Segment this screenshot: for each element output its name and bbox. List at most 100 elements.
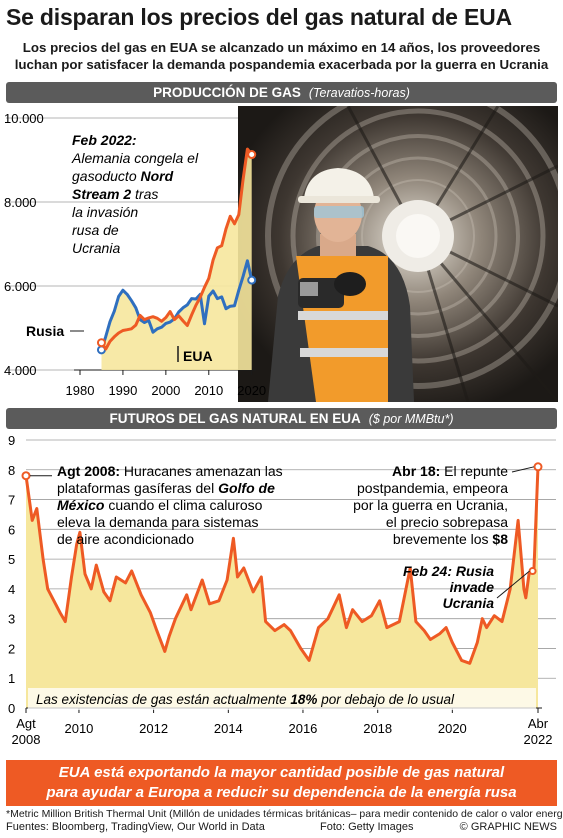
hurricane-line3-rest: cuando el clima caluroso [104, 497, 262, 513]
production-point-usa [237, 213, 241, 216]
production-point-russia [108, 320, 112, 323]
storage-banner-post: por debajo de lo usual [317, 692, 455, 707]
production-point-usa [113, 335, 116, 339]
futures-y-tick-label: 3 [8, 612, 15, 627]
hurricane-line1-rest: Huracanes amenazan las [120, 463, 283, 479]
futures-x-tick-label: 2018 [363, 721, 392, 736]
production-point-russia [247, 275, 257, 285]
worker-with-pipe-photo [238, 106, 558, 402]
subtitle-line-1: Los precios del gas en EUA se alcanzado … [22, 40, 541, 55]
production-x-tick-label: 2000 [151, 383, 180, 398]
production-x-tick-label: 1990 [108, 383, 137, 398]
production-point-usa [121, 329, 125, 332]
repunte-line5-plain: brevemente los [393, 531, 493, 547]
production-point-usa [108, 340, 112, 343]
nord-stream-annotation-head: Feb 2022: [72, 132, 137, 148]
production-point-russia [194, 297, 198, 301]
production-x-tick-label: 2020 [237, 383, 266, 398]
production-point-russia [117, 295, 120, 298]
production-point-usa [164, 316, 168, 319]
production-point-russia [241, 275, 245, 278]
production-point-usa [247, 150, 257, 160]
nord-stream-line2-bold: Nord [141, 168, 174, 184]
production-point-usa [168, 310, 172, 313]
production-y-tick-label: 10.000 [4, 111, 44, 126]
hurricane-line3-bold: México [57, 497, 105, 513]
production-point-usa [181, 319, 185, 323]
unit-footnote: *Metric Million British Thermal Unit (Mi… [6, 808, 562, 820]
production-point-usa [186, 324, 189, 327]
futures-end-point [533, 462, 543, 472]
production-point-russia [211, 289, 215, 293]
production-chart-title: PRODUCCIÓN DE GAS [153, 85, 301, 100]
repunte-annotation-line4: el precio sobrepasa [386, 514, 508, 530]
production-point-usa [229, 215, 232, 218]
futures-y-tick-label: 7 [8, 493, 15, 508]
futures-x-tick-label: 2016 [288, 721, 317, 736]
production-point-usa [96, 338, 106, 348]
sources: Fuentes: Bloomberg, TradingView, Our Wor… [6, 821, 265, 833]
repunte-leader [511, 466, 535, 473]
production-y-tick-label: 8.000 [4, 195, 37, 210]
futures-price-line [24, 466, 540, 665]
production-point-russia [207, 294, 210, 298]
nord-stream-line3-bold: Stream 2 [72, 186, 131, 202]
production-point-russia [143, 321, 146, 324]
production-point-usa [177, 314, 180, 318]
futures-x-tick-label: 2012 [139, 721, 168, 736]
futures-x-label-end-month: Abr [528, 716, 549, 731]
production-point-russia [224, 307, 228, 310]
page-title: Se disparan los precios del gas natural … [6, 4, 512, 30]
futures-y-tick-label: 0 [8, 701, 15, 716]
brand-credit: © GRAPHIC NEWS [459, 821, 557, 833]
production-point-usa [224, 227, 228, 231]
futures-y-tick-label: 8 [8, 463, 15, 478]
hurricane-annotation-line2: plataformas gasíferas del Golfo de [57, 480, 275, 496]
nord-stream-annotation-line1: Alemania congela el [71, 150, 199, 166]
production-point-usa [203, 286, 206, 289]
subtitle: Los precios del gas en EUA se alcanzado … [0, 39, 563, 73]
production-point-usa [173, 318, 176, 321]
futures-y-tick-label: 6 [8, 522, 15, 537]
production-point-russia [113, 310, 116, 313]
production-point-russia [156, 327, 159, 331]
production-point-russia [181, 306, 185, 310]
production-point-usa [220, 244, 223, 247]
production-lines [96, 147, 257, 370]
repunte-annotation-line3: por la guerra en Ucrania, [353, 497, 508, 513]
production-point-russia [233, 304, 236, 307]
production-point-russia [237, 289, 241, 292]
production-x-tick-label: 1980 [66, 383, 95, 398]
futures-chart-unit: ($ por MMBtu*) [368, 412, 454, 426]
nord-stream-annotation-line6: Ucrania [72, 240, 120, 256]
futures-section-bar: FUTUROS DEL GAS NATURAL EN EUA ($ por MMB… [6, 408, 557, 429]
futures-y-tick-label: 5 [8, 552, 15, 567]
production-point-usa [156, 317, 159, 320]
nord-stream-annotation-line3: Stream 2 tras [72, 186, 158, 202]
production-point-usa [190, 313, 193, 317]
hurricane-line2-bold: Golfo de [218, 480, 275, 496]
repunte-annotation-line1: Abr 18: El repunte [392, 463, 508, 479]
production-point-usa [130, 327, 133, 331]
series-label-usa: EUA [183, 348, 213, 364]
futures-x-label-end-year: 2022 [524, 732, 553, 747]
nord-stream-annotation-line2: gasoducto Nord [72, 168, 174, 184]
storage-banner: Las existencias de gas están actualmente… [36, 692, 455, 707]
production-point-russia [121, 289, 125, 292]
repunte-line5-bold: $8 [492, 531, 508, 547]
production-point-usa [147, 316, 150, 320]
production-point-usa [207, 277, 210, 280]
hurricane-annotation-head: Agt 2008: [57, 463, 120, 479]
futures-x-label-start-year: 2008 [12, 732, 41, 747]
production-point-russia [203, 322, 206, 325]
production-point-russia [164, 322, 168, 325]
futures-y-tick-label: 9 [8, 433, 15, 448]
production-point-usa [126, 328, 129, 331]
production-point-usa [241, 178, 245, 181]
futures-start-point [21, 471, 31, 481]
storage-banner-pre: Las existencias de gas están actualmente [36, 692, 290, 707]
production-point-usa [143, 318, 146, 321]
futures-x-tick-label: 2014 [214, 721, 243, 736]
production-point-russia [220, 295, 223, 299]
repunte-annotation-head: Abr 18: [392, 463, 440, 479]
